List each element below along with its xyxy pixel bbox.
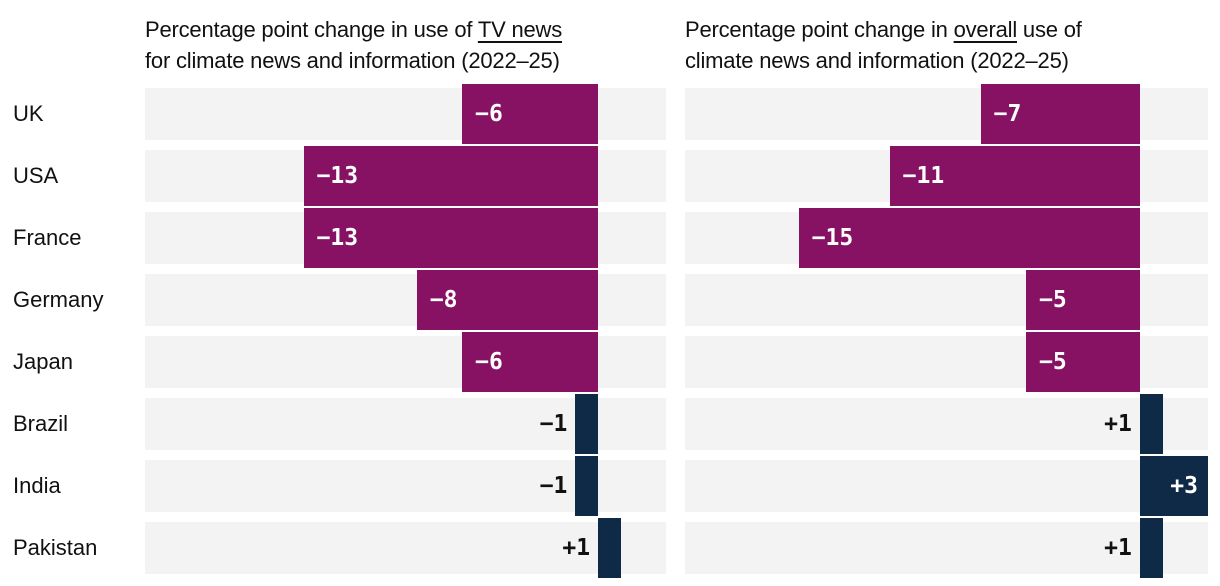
bar [575, 456, 599, 516]
bar-row-track [145, 522, 666, 574]
underlined-phrase: overall [953, 17, 1018, 42]
country-label: Brazil [13, 411, 69, 436]
country-label: France [13, 225, 82, 250]
chart-title-line: Percentage point change in use of TV new… [145, 17, 563, 42]
bar [303, 208, 599, 268]
bar [1139, 456, 1208, 516]
bar [1026, 270, 1140, 330]
bar-row-track [685, 460, 1208, 512]
bar-value-label: +1 [562, 535, 591, 561]
bar-value-label: −11 [902, 163, 945, 189]
bar-value-label: −5 [1039, 349, 1067, 375]
bar [416, 270, 599, 330]
bar [575, 394, 599, 454]
bar-value-label: −7 [993, 101, 1022, 127]
bar-value-label: −8 [429, 287, 458, 313]
underlined-phrase: TV news [477, 17, 563, 42]
bar [462, 332, 599, 392]
bar-value-label: −13 [316, 225, 359, 251]
bar [980, 84, 1140, 144]
bar [1139, 394, 1163, 454]
country-label: USA [13, 163, 59, 188]
bar-row-track [685, 522, 1208, 574]
bar-value-label: −1 [539, 411, 568, 437]
country-label: India [13, 473, 61, 498]
country-label: Japan [13, 349, 73, 374]
bar [303, 146, 599, 206]
chart-title: Percentage point change in use of TV new… [145, 14, 706, 76]
bar-value-label: −5 [1039, 287, 1067, 313]
bar-value-label: +3 [1170, 473, 1198, 499]
bar [798, 208, 1140, 268]
bar [889, 146, 1140, 206]
bar [598, 518, 621, 578]
chart-title-line: for climate news and information (2022–2… [145, 48, 560, 73]
bar-value-label: −1 [539, 473, 568, 499]
country-label: Germany [13, 287, 104, 312]
bar-row-track [685, 398, 1208, 450]
bar-value-label: −13 [316, 163, 359, 189]
bar-value-label: +1 [1104, 535, 1132, 561]
chart-title: Percentage point change in overall use o… [685, 14, 1220, 76]
bar [1026, 332, 1140, 392]
bar [1139, 518, 1163, 578]
bar-value-label: −6 [475, 101, 503, 127]
bar-value-label: +1 [1104, 411, 1132, 437]
chart-title-line: Percentage point change in overall use o… [685, 17, 1082, 42]
country-label: UK [13, 101, 44, 126]
bar-value-label: −15 [811, 225, 854, 251]
bar-value-label: −6 [475, 349, 503, 375]
chart-title-line: climate news and information (2022–25) [685, 48, 1069, 73]
bar [462, 84, 599, 144]
country-label: Pakistan [13, 535, 98, 560]
